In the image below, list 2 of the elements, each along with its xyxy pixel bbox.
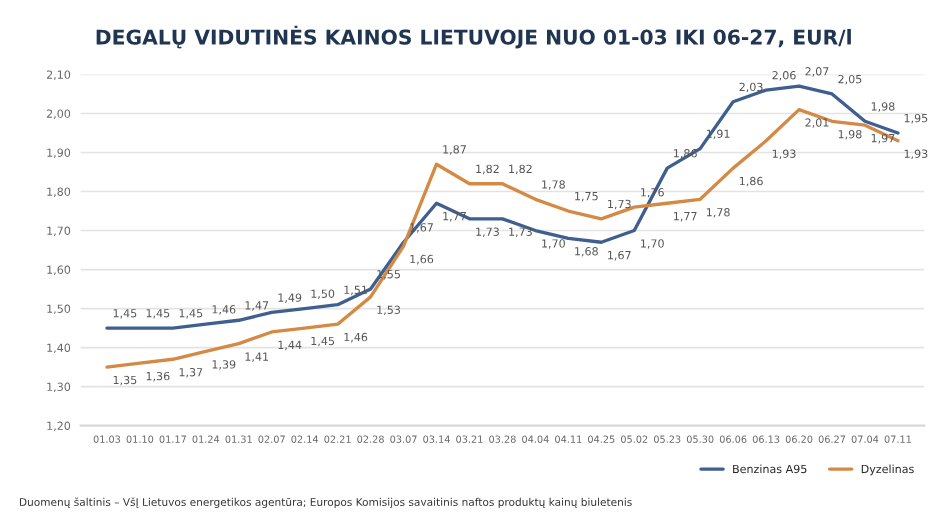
chart-title: DEGALŲ VIDUTINĖS KAINOS LIETUVOJE NUO 01-03 IKI 06-27, EUR/l — [96, 25, 851, 49]
line-series — [105, 84, 900, 330]
